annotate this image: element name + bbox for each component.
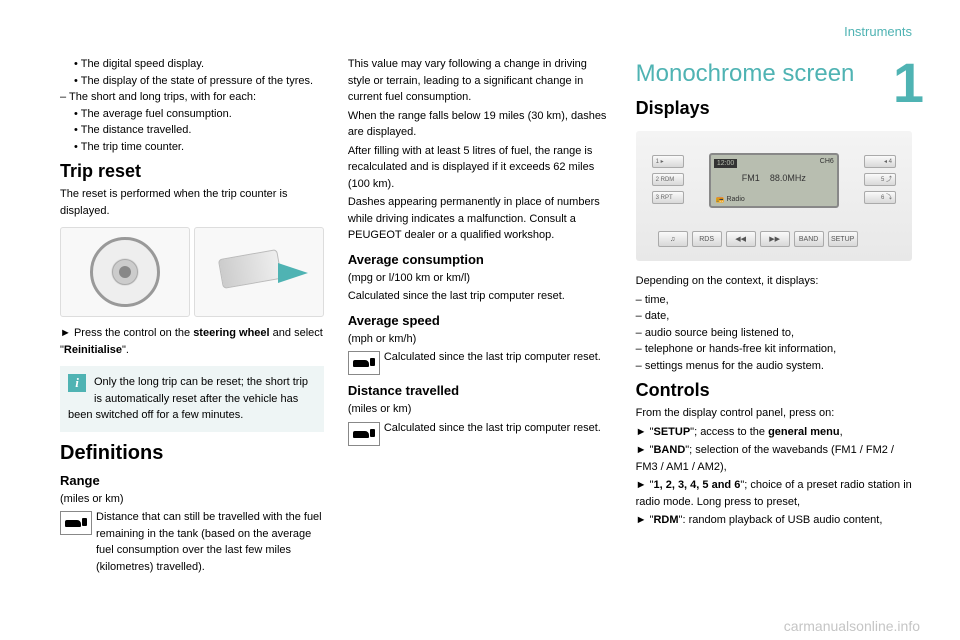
text-bold: 1, 2, 3, 4, 5 and 6: [653, 479, 740, 491]
radio-screen: 12:00 CH6 FM1 88.0MHz 📻 Radio: [709, 153, 839, 208]
text-bold: RDM: [653, 514, 678, 526]
list-item: telephone or hands-free kit information,: [636, 341, 912, 358]
list-item: time,: [636, 292, 912, 309]
header-section-label: Instruments: [844, 24, 912, 39]
radio-btn-rds: RDS: [692, 231, 722, 247]
control-item: ► "SETUP"; access to the general menu,: [636, 424, 912, 441]
radio-mode-label: 📻 Radio: [716, 195, 745, 203]
text: : random playback of USB audio content,: [682, 514, 882, 526]
column-1: The digital speed display. The display o…: [60, 56, 324, 575]
text-bold: steering wheel: [193, 327, 269, 339]
radio-preset-3: 3 RPT: [652, 191, 684, 204]
body-text: After filling with at least 5 litres of …: [348, 143, 612, 193]
trip-reset-heading: Trip reset: [60, 161, 324, 182]
distance-block: Calculated since the last trip computer …: [348, 420, 612, 446]
figure-panel-right: [194, 227, 324, 317]
text: ; access to the: [694, 426, 768, 438]
column-2: This value may vary following a change i…: [348, 56, 612, 575]
arrow-icon: [278, 263, 308, 283]
definitions-heading: Definitions: [60, 442, 324, 465]
controls-heading: Controls: [636, 380, 912, 401]
monochrome-screen-heading: Monochrome screen: [636, 60, 912, 88]
list-item: The display of the state of pressure of …: [74, 73, 324, 90]
displays-intro: Depending on the context, it displays:: [636, 273, 912, 290]
list-item: The short and long trips, with for each:: [60, 89, 324, 106]
car-icon: [348, 422, 380, 446]
radio-preset-2: 2 RDM: [652, 173, 684, 186]
radio-btn-setup: SETUP: [828, 231, 858, 247]
text-bold: BAND: [653, 444, 685, 456]
distance-heading: Distance travelled: [348, 383, 612, 398]
trip-reset-instruction: ► Press the control on the steering whee…: [60, 325, 324, 358]
steering-wheel-figure: [60, 227, 324, 317]
list-item: date,: [636, 308, 912, 325]
list-item: settings menus for the audio system.: [636, 358, 912, 375]
car-icon: [348, 351, 380, 375]
controls-intro: From the display control panel, press on…: [636, 405, 912, 422]
control-item: ► "BAND"; selection of the wavebands (FM…: [636, 442, 912, 475]
text-bold: SETUP: [653, 426, 690, 438]
radio-preset-6: 6 ⤵: [864, 191, 896, 204]
control-stalk-icon: [218, 249, 282, 289]
car-fuel-icon: [60, 511, 92, 535]
radio-btn-prev: ◀◀: [726, 231, 756, 247]
avg-speed-heading: Average speed: [348, 313, 612, 328]
radio-freq-value: 88.0MHz: [770, 173, 806, 183]
body-text: When the range falls below 19 miles (30 …: [348, 108, 612, 141]
control-item: ► "1, 2, 3, 4, 5 and 6"; choice of a pre…: [636, 477, 912, 510]
text: ".: [122, 344, 129, 356]
list-item: The average fuel consumption.: [74, 106, 324, 123]
trip-reset-text: The reset is performed when the trip cou…: [60, 186, 324, 219]
distance-unit: (miles or km): [348, 401, 612, 418]
text-bold: Reinitialise: [64, 344, 122, 356]
radio-figure: 1 ▸ 2 RDM 3 RPT ◂ 4 5 ⤴ 6 ⤵ 12:00 CH6 FM…: [636, 131, 912, 261]
list-item: The trip time counter.: [74, 139, 324, 156]
list-item: The distance travelled.: [74, 122, 324, 139]
body-text: Dashes appearing permanently in place of…: [348, 194, 612, 244]
avg-speed-text: Calculated since the last trip computer …: [384, 349, 612, 366]
range-block: Distance that can still be travelled wit…: [60, 509, 324, 575]
radio-preset-1: 1 ▸: [652, 155, 684, 168]
avg-consumption-heading: Average consumption: [348, 252, 612, 267]
figure-panel-left: [60, 227, 190, 317]
range-text: Distance that can still be travelled wit…: [96, 509, 324, 575]
sub-list: The average fuel consumption. The distan…: [74, 106, 324, 156]
radio-preset-4: ◂ 4: [864, 155, 896, 168]
info-note-box: i Only the long trip can be reset; the s…: [60, 366, 324, 432]
radio-band: FM1: [742, 173, 760, 183]
info-note-text: Only the long trip can be reset; the sho…: [68, 376, 308, 421]
logo-icon: [119, 266, 131, 278]
radio-frequency: FM1 88.0MHz: [714, 173, 834, 183]
content-columns: The digital speed display. The display o…: [0, 0, 960, 595]
radio-preset-5: 5 ⤴: [864, 173, 896, 186]
radio-btn-band: BAND: [794, 231, 824, 247]
column-3: Monochrome screen Displays 1 ▸ 2 RDM 3 R…: [636, 56, 924, 575]
chapter-number: 1: [893, 50, 924, 115]
radio-btn-music: ♫: [658, 231, 688, 247]
text: Press the control on the: [74, 327, 193, 339]
text-bold: general menu: [768, 426, 840, 438]
avg-speed-block: Calculated since the last trip computer …: [348, 349, 612, 375]
control-item: ► "RDM": random playback of USB audio co…: [636, 512, 912, 529]
radio-time: 12:00: [714, 159, 738, 168]
avg-consumption-text: Calculated since the last trip computer …: [348, 288, 612, 305]
radio-channel: CH6: [820, 158, 834, 165]
info-icon: i: [68, 374, 86, 392]
watermark: carmanualsonline.info: [784, 618, 920, 634]
list-item: The digital speed display.: [74, 56, 324, 73]
body-text: This value may vary following a change i…: [348, 56, 612, 106]
displays-heading: Displays: [636, 98, 912, 119]
avg-speed-unit: (mph or km/h): [348, 331, 612, 348]
distance-text: Calculated since the last trip computer …: [384, 420, 612, 437]
range-unit: (miles or km): [60, 491, 324, 508]
intro-list: The digital speed display. The display o…: [74, 56, 324, 89]
avg-consumption-unit: (mpg or l/100 km or km/l): [348, 270, 612, 287]
list-item: audio source being listened to,: [636, 325, 912, 342]
radio-btn-next: ▶▶: [760, 231, 790, 247]
range-heading: Range: [60, 473, 324, 488]
